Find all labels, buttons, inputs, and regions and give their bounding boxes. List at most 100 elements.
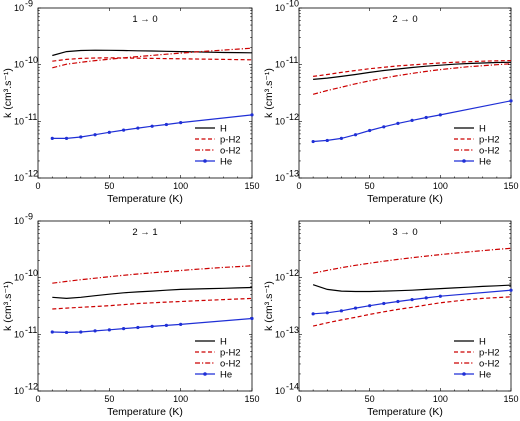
- y-tick-label: 10: [14, 173, 24, 183]
- y-tick-label: 10: [14, 60, 24, 70]
- he-data-point: [509, 288, 513, 292]
- legend-label: He: [479, 157, 491, 168]
- legend-label: H: [479, 337, 486, 348]
- he-data-point: [396, 121, 400, 125]
- he-data-point: [179, 120, 183, 125]
- y-tick-label: 10: [14, 3, 24, 13]
- y-tick-label: 10: [275, 329, 285, 339]
- x-axis-title: Temperature (K): [367, 193, 443, 205]
- he-data-point: [368, 128, 372, 133]
- he-data-point: [368, 304, 372, 308]
- y-tick-label: 10: [14, 329, 24, 339]
- he-data-point: [424, 115, 428, 120]
- he-data-point: [164, 323, 168, 327]
- legend-label: o-H2: [479, 146, 500, 157]
- he-data-point: [50, 136, 54, 140]
- x-tick-label: 0: [296, 181, 301, 191]
- y-tick-exponent: -10: [286, 0, 299, 9]
- x-tick-label: 150: [503, 181, 518, 191]
- series-line-p-h2: [312, 296, 512, 327]
- he-data-point: [79, 330, 83, 334]
- legend-label: p-H2: [479, 348, 500, 359]
- y-axis-title: k (cm³.s⁻¹): [263, 68, 275, 118]
- y-tick-exponent: -9: [25, 212, 33, 222]
- he-data-point: [396, 299, 400, 304]
- he-data-point: [353, 306, 358, 310]
- y-tick-exponent: -13: [286, 325, 299, 335]
- y-tick-label: 10: [14, 216, 24, 226]
- he-data-point: [424, 296, 428, 300]
- plot-frame: [37, 220, 253, 392]
- legend-marker-he: [203, 372, 207, 376]
- y-tick-exponent: -10: [25, 268, 38, 278]
- y-tick-label: 10: [14, 386, 24, 396]
- legend-label: p-H2: [479, 135, 500, 146]
- legend-label: H: [220, 124, 227, 135]
- series-line-o-h2: [312, 247, 512, 274]
- he-data-point: [64, 136, 69, 140]
- legend-label: o-H2: [220, 359, 241, 370]
- plot-frame: [298, 220, 512, 392]
- series-line-h: [52, 49, 253, 57]
- he-data-point: [64, 330, 69, 335]
- panel-title: 2 → 0: [392, 14, 417, 25]
- y-axis-title: k (cm³.s⁻¹): [2, 281, 14, 331]
- legend-label: o-H2: [220, 146, 241, 157]
- he-data-point: [107, 130, 111, 134]
- y-tick-label: 10: [275, 273, 285, 283]
- panel-title: 1 → 0: [132, 14, 157, 25]
- he-data-point: [122, 128, 126, 132]
- x-tick-label: 150: [244, 394, 259, 404]
- y-tick-label: 10: [14, 116, 24, 126]
- y-tick-label: 10: [275, 60, 285, 70]
- series-line-o-h2: [52, 47, 253, 69]
- he-data-point: [150, 324, 154, 329]
- x-axis-title: Temperature (K): [107, 193, 183, 205]
- he-data-point: [509, 99, 513, 103]
- x-tick-label: 100: [173, 181, 188, 191]
- legend-label: H: [220, 337, 227, 348]
- y-tick-exponent: -10: [25, 55, 38, 65]
- y-tick-exponent: -12: [25, 169, 38, 179]
- y-tick-exponent: -11: [286, 55, 298, 65]
- he-data-point: [136, 126, 140, 130]
- plot-frame: [298, 7, 512, 179]
- y-tick-exponent: -12: [25, 382, 38, 392]
- he-data-point: [438, 294, 442, 298]
- he-data-point: [339, 136, 343, 140]
- he-data-point: [339, 309, 343, 313]
- x-tick-label: 150: [503, 394, 518, 404]
- he-data-point: [250, 316, 254, 321]
- x-tick-label: 0: [296, 394, 301, 404]
- series-line-p-h2: [313, 60, 512, 77]
- he-data-point: [311, 139, 315, 144]
- he-data-point: [311, 312, 315, 316]
- he-data-point: [136, 325, 140, 330]
- he-data-point: [50, 330, 54, 334]
- he-data-point: [382, 301, 386, 306]
- y-tick-exponent: -9: [25, 0, 33, 9]
- y-axis-title: k (cm³.s⁻¹): [2, 68, 14, 118]
- y-tick-label: 10: [275, 173, 285, 183]
- y-tick-label: 10: [14, 273, 24, 283]
- legend-label: He: [220, 370, 232, 381]
- he-data-point: [164, 122, 168, 127]
- plot-frame: [37, 7, 253, 179]
- he-data-point: [93, 329, 97, 333]
- series-line-o-h2: [312, 63, 512, 95]
- he-data-point: [250, 113, 254, 117]
- series-line-h: [313, 61, 512, 80]
- y-tick-exponent: -11: [25, 112, 37, 122]
- he-data-point: [353, 133, 358, 137]
- panel-title: 2 → 1: [132, 227, 157, 238]
- he-data-point: [410, 298, 414, 302]
- series-line-p-h2: [52, 57, 253, 62]
- x-tick-label: 100: [433, 181, 448, 191]
- legend-label: He: [220, 157, 232, 168]
- x-tick-label: 0: [35, 181, 40, 191]
- y-tick-exponent: -12: [286, 112, 299, 122]
